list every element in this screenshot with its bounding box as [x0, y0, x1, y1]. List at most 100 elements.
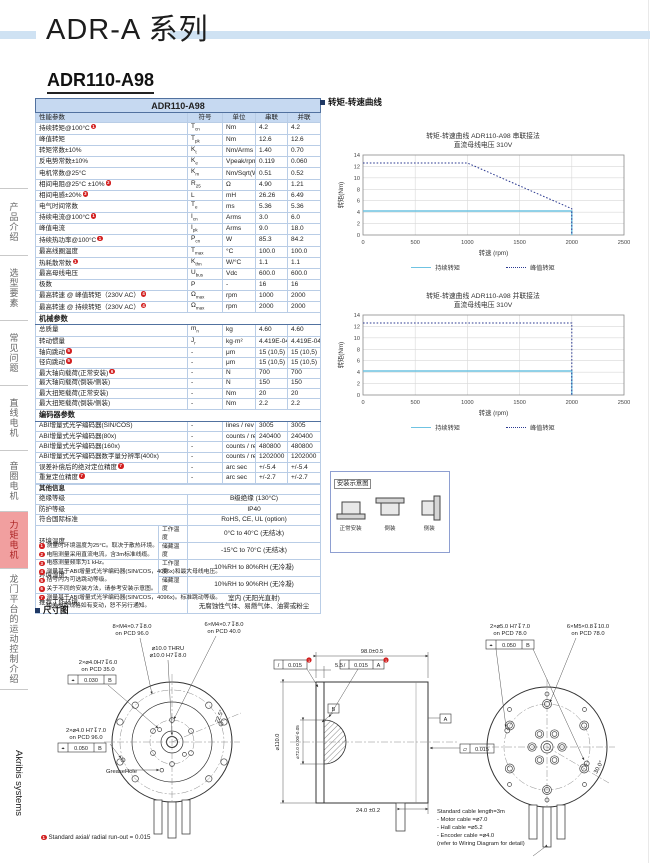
legend-item: 峰值转矩	[506, 263, 555, 272]
svg-text:4: 4	[357, 210, 360, 216]
svg-text:⌖: ⌖	[71, 678, 74, 684]
spec-symbol: Ωmax	[187, 289, 223, 303]
spec-row: 持续电流@100°C 1 Icn Arms 3.0 6.0	[35, 211, 322, 224]
spec-param: 持续转矩@100°C 1	[35, 122, 188, 135]
dim-rear-bolt: 6×M5×0.8↧10.0	[567, 623, 609, 630]
dim-bolt8: 8×M4×0.7↧8.0	[112, 623, 151, 630]
svg-text:on PCD 78.0: on PCD 78.0	[493, 631, 526, 637]
legend-swatch-icon	[506, 267, 526, 268]
sidebar-item-1[interactable]: 选型要素	[0, 255, 28, 320]
spec-row: 重复定位精度 7- arc sec +/-2.7 +/-2.7	[35, 472, 322, 484]
spec-value-parallel: 12.6	[286, 133, 322, 146]
sidebar-item-2[interactable]: 常见问题	[0, 320, 28, 385]
svg-text:on PCD 35.0: on PCD 35.0	[81, 667, 114, 673]
dim-dowel35: 2×⌀4.0H7↧6.0	[79, 659, 117, 666]
svg-text:14: 14	[354, 153, 360, 159]
legend-swatch-icon	[411, 267, 432, 268]
spec-unit: arc sec	[222, 472, 256, 484]
chart-subtitle: 直流母线电压 310V	[453, 301, 513, 309]
spec-value-parallel: 2.2	[286, 398, 322, 410]
spec-table-header-row: 性能参数 符号 单位 串联 并联	[35, 111, 322, 124]
spec-value-parallel: 20	[286, 388, 322, 400]
page-edge-line	[648, 0, 649, 863]
chart-title: 转矩-转速曲线 ADR110-A98 并联接法	[426, 293, 540, 300]
sidebar-item-4[interactable]: 音圈电机	[0, 450, 28, 511]
spec-symbol: -	[187, 377, 223, 390]
spec-symbol: Pcn	[187, 234, 223, 247]
spec-symbol: Ke	[187, 156, 223, 169]
spec-row: 最大轴向载荷(倒装/侧装) - N 150 150	[35, 377, 322, 390]
spec-value-series: 9.0	[255, 222, 288, 236]
spec-value-series: 16	[255, 279, 288, 291]
footnote-marker: 2	[105, 180, 112, 186]
dims-section-title: 尺寸图	[43, 605, 69, 615]
spec-param: 最高转速 @ 峰值转矩（230V AC） 4	[35, 289, 188, 303]
footnote-marker: 3	[39, 560, 45, 567]
footnote-marker: 4	[140, 302, 147, 309]
svg-text:2500: 2500	[618, 400, 630, 406]
spec-symbol: Kthn	[187, 256, 223, 270]
svg-text:1000: 1000	[461, 240, 473, 246]
svg-text:A: A	[377, 663, 381, 669]
spec-unit: Nm/Arms	[222, 144, 256, 158]
spec-param: 极数	[35, 279, 188, 291]
spec-symbol: Tpk	[187, 133, 223, 146]
sidebar-item-0[interactable]: 产品介绍	[0, 188, 28, 255]
spec-value-series: 5.36	[255, 200, 288, 213]
spec-param: 相间电感±20% 3	[35, 190, 188, 202]
spec-value-parallel: 150	[286, 377, 322, 390]
spec-symbol: mn	[187, 324, 223, 337]
svg-text:1: 1	[385, 659, 387, 663]
footnote-text: 测量时环境温度为25°C。取决于散热环境。	[46, 543, 159, 549]
spec-unit: -	[222, 279, 256, 291]
chart-subtitle: 直流母线电压 310V	[453, 141, 513, 149]
svg-text:0: 0	[361, 240, 364, 246]
sidebar-item-6[interactable]: 龙门平台的运动控制介绍	[0, 568, 28, 690]
footnote-marker: 3	[82, 191, 89, 197]
spec-symbol: Te	[187, 200, 223, 213]
svg-text:A: A	[444, 717, 448, 723]
spec-row: ABI增量式光学编码器(80x)-counts / rev24040024040…	[35, 431, 322, 443]
spec-value-series: 0.119	[255, 156, 288, 169]
torque-speed-plot: 0 500 1000 1500 2000 2500 0 2 4 6 8 10 12 14 转速 (rpm) 转…	[336, 153, 630, 257]
footnote-line: 4 测量基于ABI增量式光学编码器(SIN/COS，4096x)和最大母线电压。	[38, 568, 338, 577]
spec-value-parallel: 6.0	[286, 211, 322, 224]
spec-param: ABI增量式光学编码器数字量分辨率(400x)	[35, 451, 188, 463]
spec-unit: Nm/Sqrt(W)	[222, 167, 256, 180]
footnote-line: 2 电阻测量采用直流电流，含3m标准线缆。	[38, 551, 338, 560]
footnote-line: 7 测量基于ABI增量式光学编码器(SIN/COS，4096x)。标准跳动等级。	[38, 594, 338, 603]
spec-value-series: 4.60	[255, 324, 288, 337]
spec-row: 总质量 mn kg 4.60 4.60	[35, 324, 322, 337]
spec-value-series: 240400	[255, 431, 288, 443]
svg-text:8: 8	[357, 347, 360, 353]
other-row: 符合国际标准 RoHS, CE, UL (option)	[35, 514, 321, 526]
spec-unit: kg	[222, 324, 256, 337]
svg-text:8: 8	[357, 187, 360, 193]
spec-symbol: -	[187, 472, 223, 484]
legend-label: 持续转矩	[435, 265, 460, 272]
sidebar-item-5[interactable]: 力矩电机	[0, 511, 28, 568]
spec-value-series: 85.3	[255, 234, 288, 247]
svg-text:转矩(Nm): 转矩(Nm)	[336, 342, 345, 369]
spec-unit: Nm	[222, 398, 256, 410]
mount-normal-label: 正常安装	[339, 526, 362, 532]
other-value: IP40	[187, 504, 321, 516]
spec-symbol: -	[187, 357, 223, 369]
sidebar-item-3[interactable]: 直线电机	[0, 385, 28, 450]
footnote-marker: 1	[90, 123, 97, 130]
section-marker-icon	[320, 99, 325, 105]
sidebar-nav: 产品介绍 选型要素 常见问题 直线电机 音圈电机 力矩电机 龙门平台的运动控制介绍	[0, 188, 29, 690]
page-title: ADR110-A98	[47, 70, 155, 94]
mount-side-icon	[421, 495, 441, 521]
spec-param: 最大扭矩载荷(正常安装)	[35, 388, 188, 400]
spec-row: 误差补偿后的绝对定位精度 7- arc sec +/-5.4 +/-5.4	[35, 461, 322, 474]
spec-value-parallel: 4.60	[286, 324, 322, 337]
env-row: 储藏温度 -15°C to 70°C (无结冰)	[36, 541, 321, 560]
spec-unit: rpm	[222, 289, 256, 303]
svg-text:⌖: ⌖	[489, 643, 492, 649]
spec-row: 径向跳动 5- μm 15 (10,5) 15 (10,5)	[35, 357, 322, 369]
spec-row: 轴向跳动 5- μm 15 (10,5) 15 (10,5)	[35, 346, 322, 359]
cable-note-line: Standard cable length=3m	[437, 809, 505, 815]
spec-unit: Vdc	[222, 268, 256, 281]
svg-text:0.015: 0.015	[354, 663, 368, 669]
